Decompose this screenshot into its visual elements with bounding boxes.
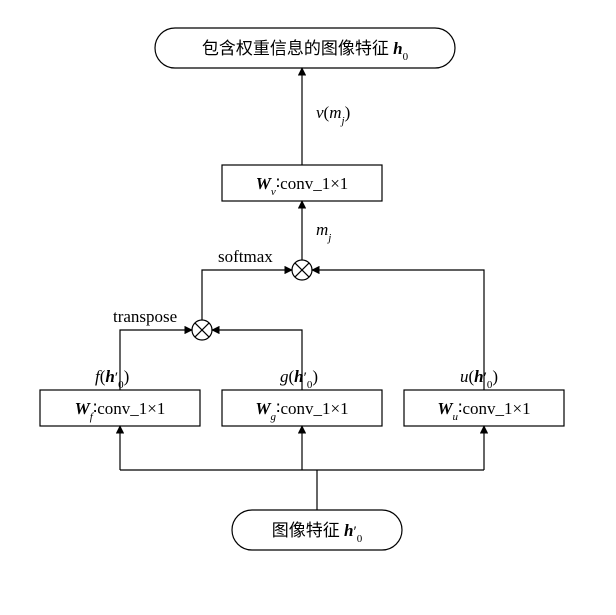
edge-wf-to-transpose [120,330,192,390]
transpose-otimes-icon [192,320,212,340]
transpose-label: transpose [113,307,177,326]
softmax-label: softmax [218,247,273,266]
u-h0-label: u(h′0) [460,367,498,391]
g-h0-label: g(h′0) [280,367,318,391]
v-mj-label: v(mj) [316,103,350,127]
mj-label: mj [316,220,331,244]
softmax-otimes-icon [292,260,312,280]
f-h0-label: f(h′0) [95,367,129,391]
edge-transpose-to-softmax [202,270,292,320]
edge-wu-to-softmax [312,270,484,390]
